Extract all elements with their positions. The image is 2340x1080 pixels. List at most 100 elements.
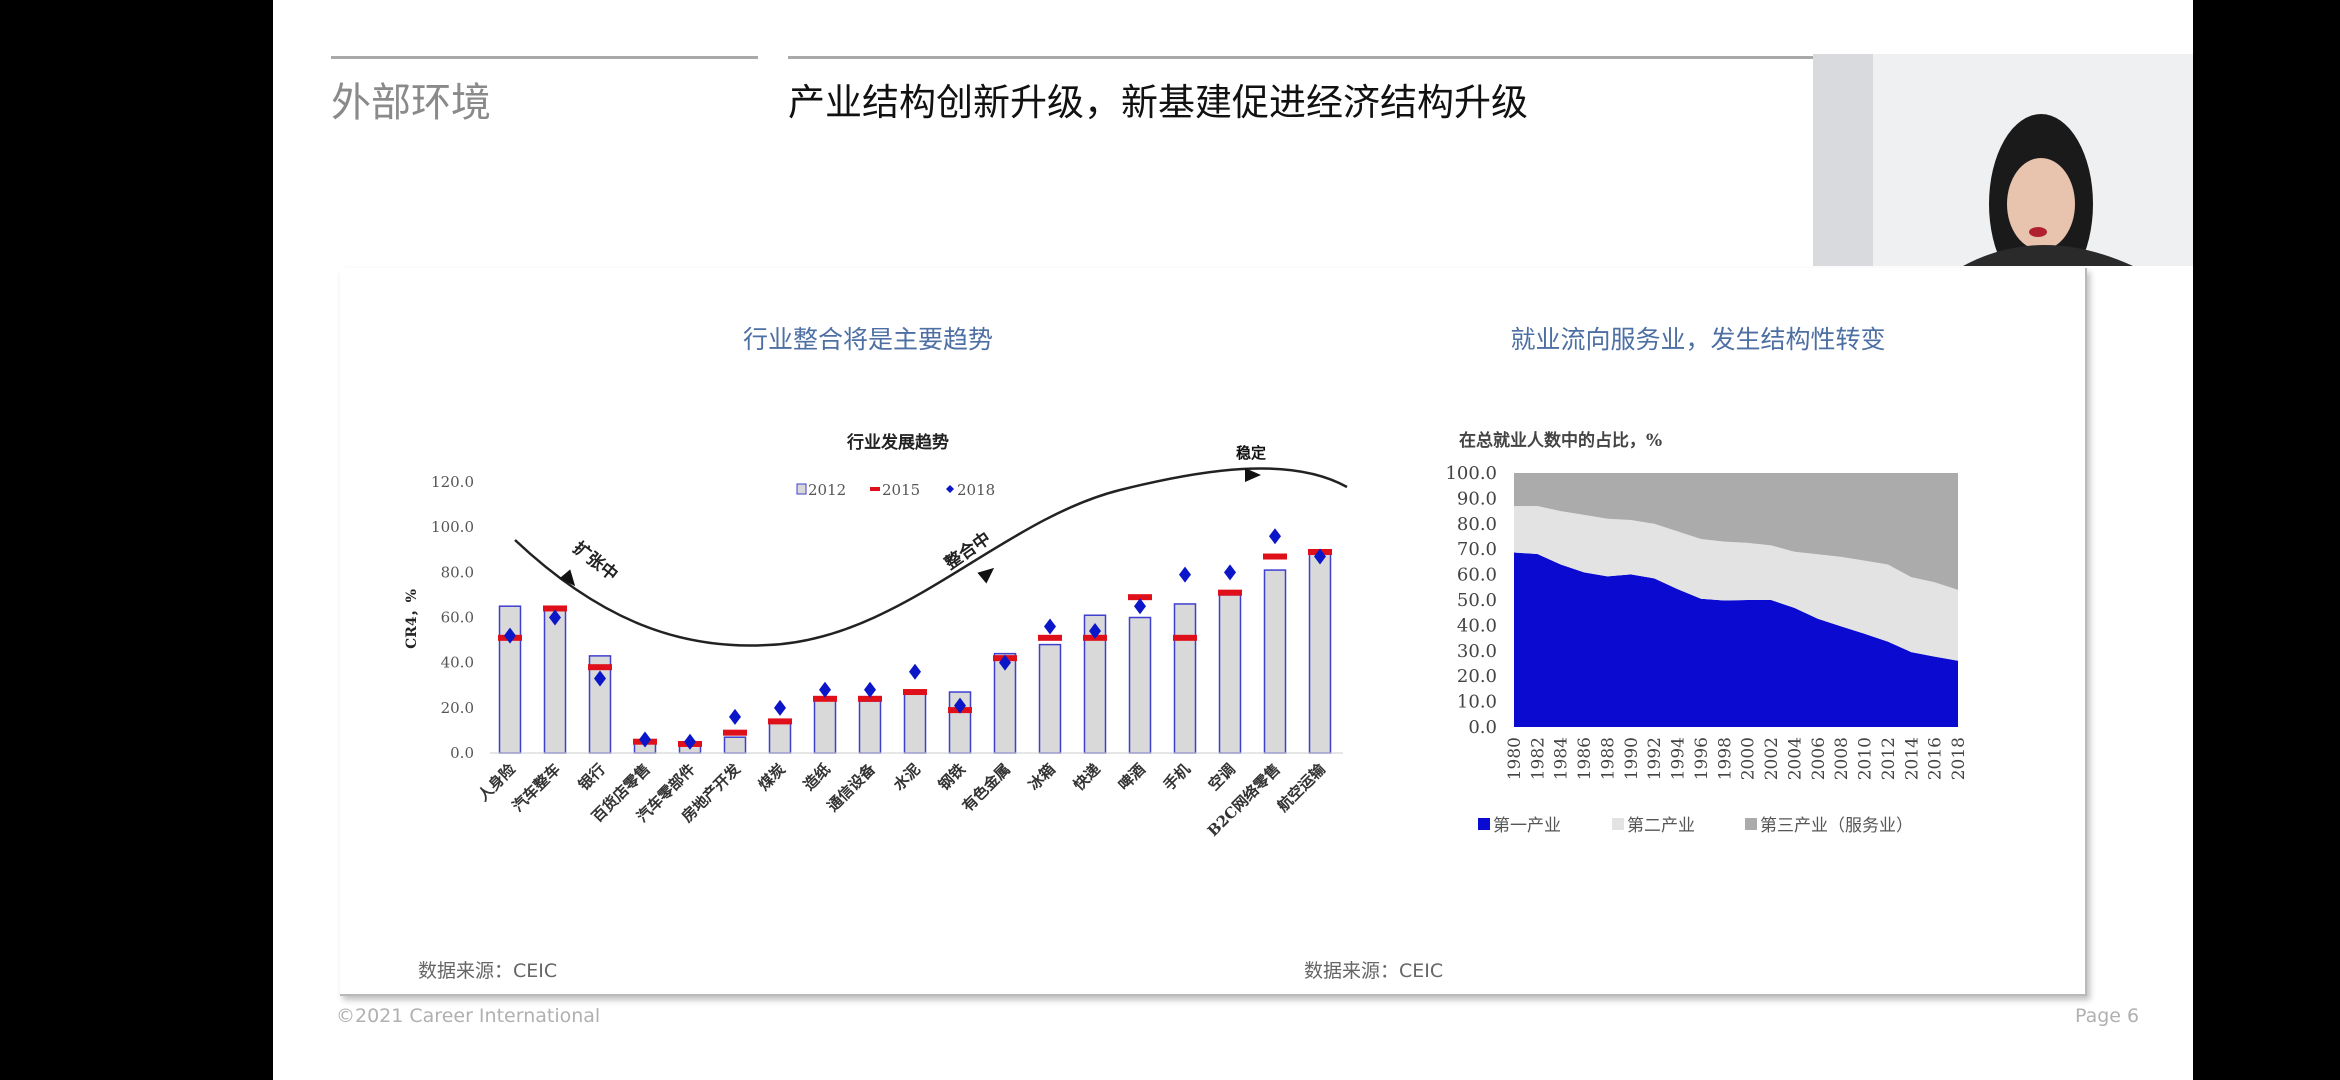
marker-2015 <box>588 664 612 671</box>
bar-chart-title: 行业发展趋势 <box>846 432 949 453</box>
marker-2018 <box>1089 623 1101 640</box>
header-divider-left <box>331 56 758 59</box>
bar-2012 <box>1173 603 1197 754</box>
marker-2018 <box>1179 566 1191 583</box>
marker-2015 <box>1263 553 1287 560</box>
marker-2018 <box>774 699 786 716</box>
trend-arrow-icon <box>559 569 576 587</box>
category-label: 手机 <box>1160 760 1194 794</box>
y-tick-label: 20.0 <box>1457 666 1497 687</box>
webcam-video[interactable] <box>1813 54 2193 266</box>
marker-2018 <box>999 654 1011 671</box>
marker-2018 <box>1044 618 1056 635</box>
marker-2018 <box>954 697 966 714</box>
marker-2015 <box>813 695 837 702</box>
marker-2018 <box>549 609 561 626</box>
y-tick-label: 0.0 <box>1468 717 1497 738</box>
annotation-consolidating: 整合中 <box>941 528 995 574</box>
legend-swatch <box>1478 818 1490 830</box>
category-label: 快递 <box>1070 760 1104 794</box>
y-tick-label: 80.0 <box>441 563 474 581</box>
y-tick-label: 100.0 <box>431 518 474 536</box>
marker-2018 <box>1269 528 1281 545</box>
y-tick-label: 40.0 <box>441 654 474 672</box>
y-tick-label: 90.0 <box>1457 488 1497 509</box>
trend-arrow-icon <box>1245 468 1261 482</box>
section-label: 外部环境 <box>331 80 491 126</box>
marker-2015 <box>903 689 927 696</box>
legend-label: 第三产业（服务业） <box>1760 816 1913 836</box>
legend-swatch-2015 <box>870 487 880 491</box>
x-tick-label: 2014 <box>1902 737 1922 780</box>
marker-2018 <box>639 731 651 748</box>
x-tick-label: 1996 <box>1692 737 1712 780</box>
copyright: ©2021 Career International <box>336 1005 601 1027</box>
x-tick-label: 2006 <box>1809 737 1829 780</box>
y-tick-label: 60.0 <box>441 609 474 627</box>
marker-2015 <box>1173 634 1197 641</box>
legend-label: 第一产业 <box>1493 816 1561 836</box>
legend-swatch-2012 <box>796 483 807 495</box>
bar-2012 <box>588 655 612 754</box>
x-tick-label: 2010 <box>1856 737 1876 780</box>
category-label: 造纸 <box>800 760 834 794</box>
x-tick-label: 1994 <box>1669 737 1689 780</box>
marker-2015 <box>1128 594 1152 601</box>
category-label: 航空运输 <box>1274 759 1330 815</box>
category-label: 煤炭 <box>755 760 789 794</box>
y-tick-label: 60.0 <box>1457 565 1497 586</box>
legend-label-2015: 2015 <box>882 481 920 499</box>
category-label: 空调 <box>1205 760 1239 794</box>
y-tick-label: 0.0 <box>450 744 474 762</box>
marker-2018 <box>1314 548 1326 565</box>
marker-2015 <box>858 695 882 702</box>
marker-2018 <box>819 681 831 698</box>
legend-label: 第二产业 <box>1627 816 1695 836</box>
bar-2012 <box>1038 643 1062 754</box>
area-3 <box>1514 473 1958 590</box>
category-label: 钢铁 <box>935 760 969 794</box>
category-label: 有色金属 <box>959 760 1014 815</box>
bar-2012 <box>813 698 837 754</box>
x-tick-label: 1988 <box>1598 737 1618 780</box>
marker-2018 <box>864 681 876 698</box>
area-chart-title: 在总就业人数中的占比，% <box>1459 430 1662 451</box>
x-tick-label: 1984 <box>1552 737 1572 780</box>
marker-2018 <box>684 733 696 750</box>
y-tick-label: 20.0 <box>441 699 474 717</box>
legend-label-2012: 2012 <box>808 481 846 499</box>
area-2 <box>1514 506 1958 661</box>
bar-2012 <box>543 607 567 754</box>
x-tick-label: 1998 <box>1715 737 1735 780</box>
annotation-expanding: 扩张中 <box>569 537 622 585</box>
y-tick-label: 100.0 <box>1445 463 1497 484</box>
marker-2015 <box>543 605 567 612</box>
x-tick-label: 1982 <box>1528 737 1548 780</box>
marker-2018 <box>594 670 606 687</box>
legend-label-2018: 2018 <box>957 481 995 499</box>
marker-2018 <box>504 627 516 644</box>
trend-arrow-icon <box>977 567 995 584</box>
bar-2012 <box>768 720 792 754</box>
bar-2012 <box>858 700 882 754</box>
right-chart-source: 数据来源：CEIC <box>1304 960 1444 982</box>
legend-swatch-2018 <box>946 485 954 493</box>
y-tick-label: 120.0 <box>431 473 474 491</box>
legend-swatch <box>1745 818 1757 830</box>
legend-swatch <box>1612 818 1624 830</box>
marker-2015 <box>1218 589 1242 596</box>
page-number[interactable]: Page 6 <box>2075 1005 2140 1027</box>
category-label: 通信设备 <box>824 759 880 815</box>
category-label: 汽车整车 <box>509 760 564 815</box>
bar-2012 <box>1128 616 1152 754</box>
x-tick-label: 1992 <box>1645 737 1665 780</box>
header-divider-right <box>788 56 1813 59</box>
y-tick-label: 30.0 <box>1457 641 1497 662</box>
marker-2018 <box>1134 598 1146 615</box>
y-tick-label: 70.0 <box>1457 539 1497 560</box>
x-tick-label: 2016 <box>1926 737 1946 780</box>
right-chart-heading: 就业流向服务业，发生结构性转变 <box>1510 325 1886 354</box>
bar-2012 <box>1308 549 1332 754</box>
bar-2012 <box>723 736 747 754</box>
